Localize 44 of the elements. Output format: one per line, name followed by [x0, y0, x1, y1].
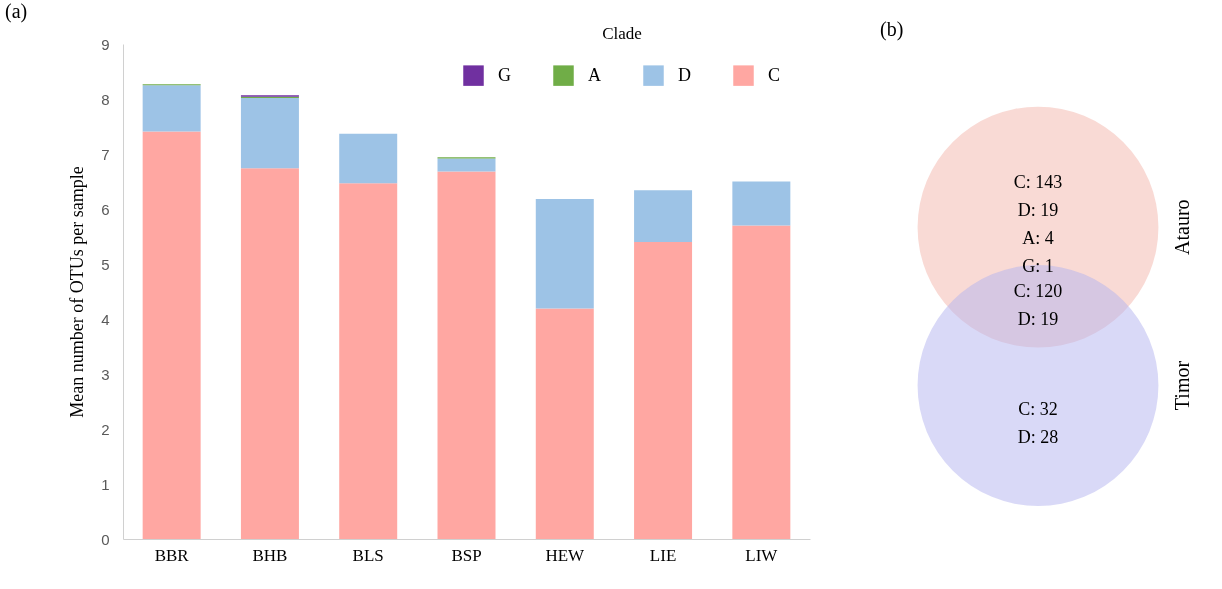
bar	[240, 97, 299, 169]
x-tick-label: LIE	[649, 545, 677, 565]
chart-title: (a)	[5, 0, 28, 23]
bar	[732, 181, 791, 226]
bar	[437, 171, 496, 539]
x-tick-label: LIW	[745, 545, 779, 565]
legend-label: C	[768, 64, 781, 85]
y-tick-label: 6	[101, 200, 110, 218]
bar	[240, 168, 299, 539]
y-tick-label: 2	[101, 420, 110, 438]
bar	[732, 225, 791, 539]
y-axis-title: Mean number of OTUs per sample	[67, 166, 88, 418]
bar	[339, 133, 398, 184]
x-tick-label: BBR	[154, 545, 190, 565]
category-label: Timor	[1171, 360, 1193, 411]
bar	[634, 242, 693, 539]
text: C: 143 D: 19 A: 4 G: 1	[1013, 171, 1063, 276]
bar	[437, 158, 496, 172]
y-tick-label: 3	[101, 365, 110, 383]
bar	[535, 308, 594, 539]
x-tick-label: HEW	[545, 545, 586, 565]
legend-label: A	[588, 64, 601, 85]
bar	[339, 183, 398, 539]
x-tick-label: BLS	[352, 545, 384, 565]
bar	[535, 199, 594, 309]
text: C: 120 D: 19	[1013, 280, 1063, 329]
y-tick-label: 9	[101, 35, 110, 53]
x-tick-label: BHB	[252, 545, 288, 565]
text: (b)	[880, 18, 904, 41]
text: C: 32 D: 28	[1017, 399, 1059, 448]
legend-label: G	[498, 64, 511, 85]
category-label: Atauro	[1171, 199, 1193, 255]
legend-label: D	[678, 64, 691, 85]
y-tick-label: 7	[101, 145, 110, 163]
legend-title: Clade	[602, 24, 642, 43]
bar	[142, 85, 201, 132]
y-tick-label: 1	[101, 475, 110, 493]
bar	[142, 131, 201, 539]
y-tick-label: 0	[101, 530, 110, 548]
y-tick-label: 4	[101, 310, 110, 328]
bar	[634, 190, 693, 242]
y-tick-label: 5	[101, 255, 110, 273]
x-tick-label: BSP	[451, 545, 482, 565]
y-tick-label: 8	[101, 90, 110, 108]
